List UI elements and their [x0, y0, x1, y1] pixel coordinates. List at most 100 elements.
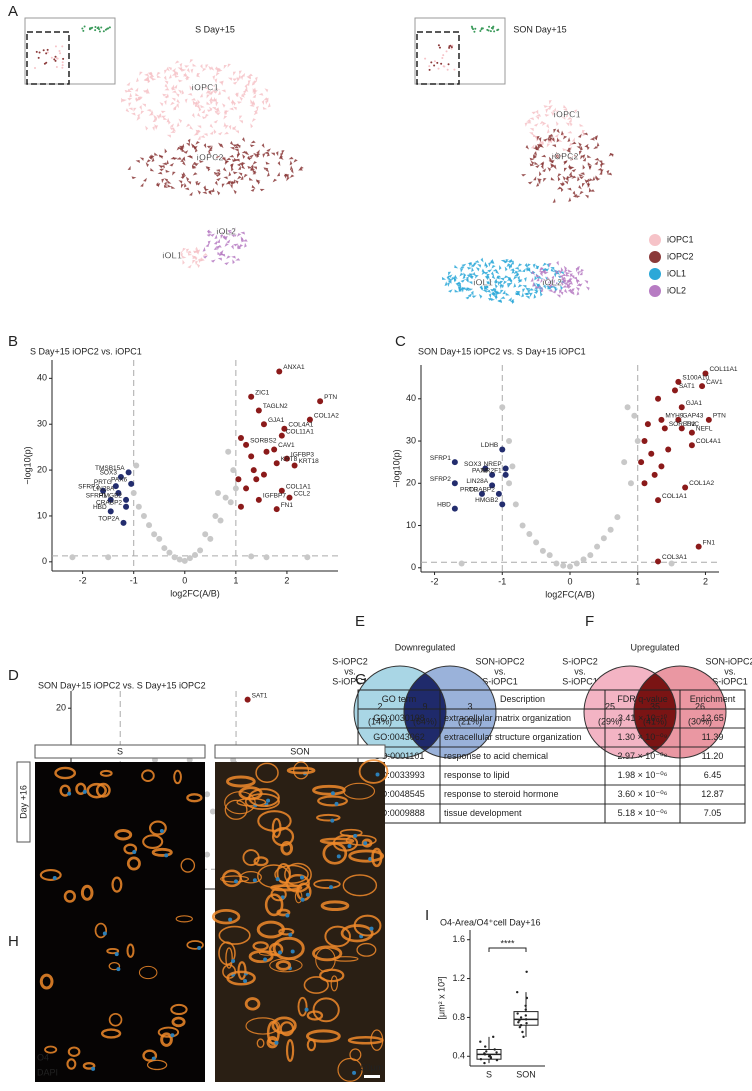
table-cell: response to steroid hormone	[444, 789, 559, 799]
gene-label: NREP	[484, 461, 502, 468]
velocity-arrow	[232, 144, 238, 147]
cell-signal	[148, 820, 167, 836]
velocity-arrow	[244, 84, 248, 90]
data-point	[237, 503, 244, 510]
velocity-arrow	[144, 73, 149, 77]
velocity-arrow	[241, 237, 245, 243]
velocity-arrow	[210, 259, 216, 263]
velocity-arrow	[556, 110, 560, 115]
table-cell: 12.87	[701, 789, 724, 799]
venn-count: 26	[695, 701, 705, 711]
velocity-arrow	[176, 146, 181, 151]
velocity-arrow	[238, 172, 243, 177]
velocity-arrow	[214, 180, 218, 186]
velocity-arrow	[579, 190, 584, 195]
velocity-arrow	[192, 63, 197, 67]
inset-cell	[82, 29, 85, 32]
panel-letter: B	[8, 333, 18, 350]
velocity-arrow	[448, 289, 453, 293]
velocity-arrow	[225, 125, 229, 130]
cell-signal	[221, 869, 242, 888]
velocity-arrow	[215, 72, 220, 77]
velocity-arrow	[158, 113, 162, 119]
velocity-arrow	[540, 287, 544, 293]
inset-zoom	[26, 31, 70, 85]
velocity-arrow	[250, 102, 255, 106]
inset-cell	[474, 27, 477, 30]
velocity-arrow	[214, 234, 218, 240]
velocity-arrow	[461, 263, 467, 267]
velocity-arrow	[189, 125, 194, 130]
velocity-arrow	[240, 75, 244, 81]
velocity-arrow	[245, 150, 250, 156]
gene-label: KRT8	[281, 456, 298, 463]
cell-signal	[39, 973, 54, 990]
velocity-arrow	[559, 289, 563, 294]
velocity-arrow	[567, 156, 572, 161]
velocity-arrow	[216, 177, 221, 182]
cell-signal	[280, 841, 294, 856]
velocity-arrow	[539, 161, 544, 166]
velocity-arrow	[571, 168, 577, 173]
velocity-arrow	[465, 295, 470, 300]
velocity-arrow	[513, 270, 519, 275]
gene-label: COL3A1	[662, 554, 687, 561]
velocity-arrow	[140, 110, 145, 115]
cell-signal	[271, 1016, 297, 1035]
velocity-arrow	[576, 278, 581, 282]
velocity-arrow	[552, 198, 556, 203]
velocity-arrow	[160, 110, 166, 114]
data-point	[317, 398, 324, 405]
velocity-arrow	[547, 167, 551, 172]
velocity-arrow	[535, 274, 541, 278]
data-point	[243, 441, 250, 448]
cell-signal	[271, 826, 295, 847]
inset-cell	[442, 54, 445, 57]
inset-cell	[493, 30, 496, 33]
velocity-arrow	[213, 240, 218, 245]
velocity-arrow	[171, 84, 175, 89]
velocity-arrow	[535, 285, 540, 289]
gene-label: ANXA1	[283, 364, 305, 371]
velocity-arrow	[186, 123, 191, 128]
legend-label: iOL2	[667, 285, 686, 295]
velocity-arrow	[228, 124, 232, 130]
venn-title: Upregulated	[630, 642, 679, 652]
gene-label: SORBS2	[250, 438, 277, 445]
cell-signal	[54, 766, 77, 780]
velocity-arrow	[574, 109, 578, 115]
inset-cell	[108, 26, 111, 29]
inset-cell	[497, 28, 500, 31]
velocity-arrow	[167, 119, 171, 125]
velocity-arrow	[566, 278, 571, 283]
gene-label: COL4A1	[288, 422, 313, 429]
velocity-arrow	[164, 80, 169, 85]
velocity-arrow	[572, 190, 576, 196]
velocity-arrow	[201, 109, 206, 114]
data-point	[212, 512, 219, 519]
velocity-arrow	[543, 138, 548, 142]
inset-cell	[440, 62, 443, 65]
gene-label: SOX3	[464, 461, 482, 468]
velocity-arrow	[187, 264, 192, 269]
velocity-arrow	[562, 278, 567, 284]
velocity-arrow	[227, 95, 231, 101]
velocity-arrow	[530, 277, 534, 282]
velocity-arrow	[484, 286, 489, 290]
velocity-arrow	[530, 144, 535, 149]
velocity-arrow	[121, 97, 124, 103]
velocity-arrow	[481, 271, 486, 276]
gene-label: FN1	[281, 502, 294, 509]
velocity-arrow	[588, 178, 593, 182]
velocity-arrow	[584, 143, 589, 148]
velocity-arrow	[506, 282, 510, 288]
nucleus	[336, 854, 341, 859]
cell-signal	[244, 997, 261, 1011]
nucleus	[290, 949, 295, 954]
data-point	[678, 425, 685, 432]
velocity-arrow	[253, 80, 258, 85]
velocity-arrow	[259, 188, 265, 192]
velocity-arrow	[202, 191, 208, 195]
velocity-arrow	[250, 123, 254, 129]
velocity-arrow	[185, 176, 190, 182]
